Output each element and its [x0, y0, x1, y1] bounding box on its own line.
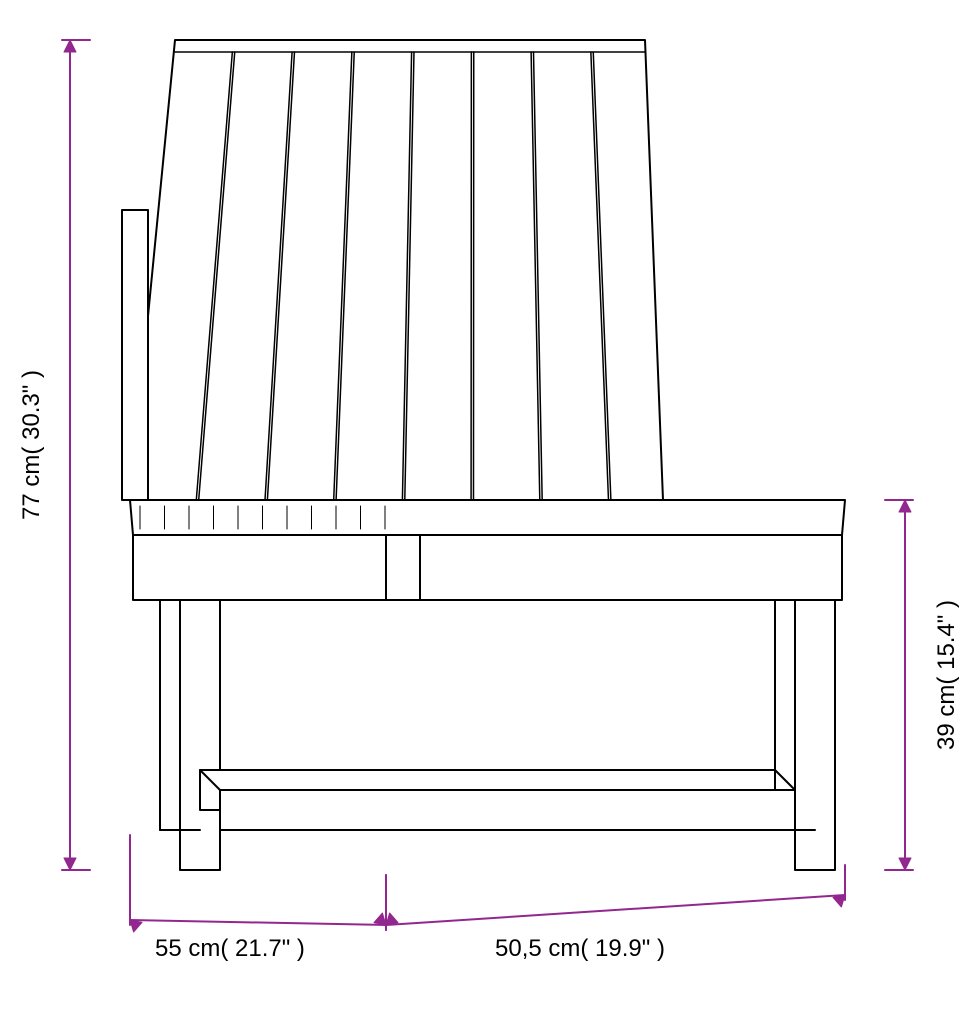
- dim-height-seat-cm: 39 cm: [933, 685, 960, 750]
- dim-depth-label: 55 cm( 21.7" ): [155, 935, 305, 963]
- dim-height-full-in: 30.3": [18, 385, 45, 440]
- dim-depth-in: 21.7": [235, 935, 290, 962]
- dim-height-seat-label: 39 cm( 15.4" ): [933, 600, 961, 750]
- dim-depth-cm: 55 cm: [155, 935, 220, 962]
- dim-width-in: 19.9": [595, 935, 650, 962]
- dim-width-label: 50,5 cm( 19.9" ): [495, 935, 665, 963]
- dim-height-full-label: 77 cm( 30.3" ): [18, 370, 46, 520]
- dim-height-full-cm: 77 cm: [18, 455, 45, 520]
- dim-height-seat-in: 15.4": [933, 615, 960, 670]
- dim-width-cm: 50,5 cm: [495, 935, 580, 962]
